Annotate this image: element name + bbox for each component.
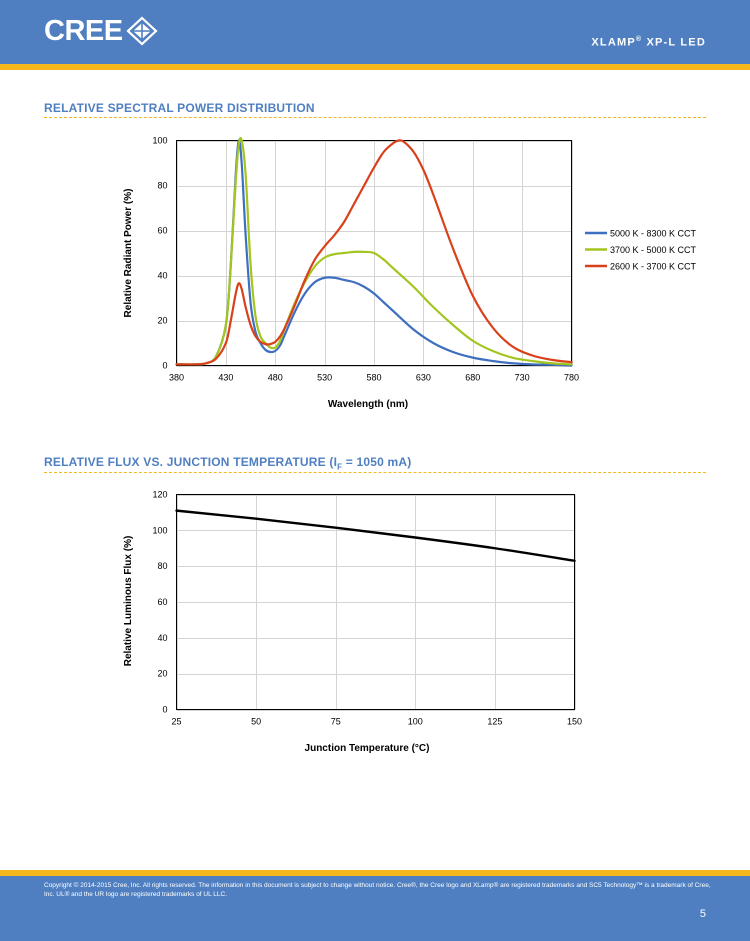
y-tick-label: 0: [162, 705, 167, 715]
x-tick-label: 25: [171, 717, 181, 727]
spectral-power-chart: 380 430 480 530 580 630 680 730 780020406080100 …: [123, 136, 697, 411]
plot-frame: [176, 494, 575, 710]
x-tick-label: 730: [515, 373, 530, 383]
y-tick-label: 120: [152, 490, 167, 500]
y-axis-title: Relative Luminous Flux (%): [123, 536, 134, 667]
plot-frame: [176, 140, 572, 366]
page-footer: Copyright © 2014-2015 Cree, Inc. All rig…: [0, 876, 750, 941]
x-tick-label: 630: [416, 373, 431, 383]
copyright-notice: Copyright © 2014-2015 Cree, Inc. All rig…: [44, 882, 711, 898]
x-tick-label: 480: [268, 373, 283, 383]
y-tick-label: 40: [157, 271, 167, 281]
chart-series: [175, 509, 576, 562]
x-tick-label: 125: [487, 717, 502, 727]
x-tick-label: 75: [331, 717, 341, 727]
y-tick-label: 40: [157, 633, 167, 643]
x-tick-label: 530: [317, 373, 332, 383]
y-tick-label: 80: [157, 561, 167, 571]
y-tick-label: 80: [157, 181, 167, 191]
y-axis-title: Relative Radiant Power (%): [123, 189, 134, 318]
x-tick-label: 100: [408, 717, 423, 727]
cree-diamond-icon: [125, 16, 158, 46]
y-tick-label: 20: [157, 669, 167, 679]
x-tick-label: 150: [567, 717, 582, 727]
page-number: 5: [699, 908, 706, 920]
legend-label-1: 5000 K - 8300 K CCT: [610, 229, 697, 239]
x-tick-label: 50: [251, 717, 261, 727]
y-tick-label: 100: [152, 525, 167, 535]
flux-temperature-chart: 25 50 75 100 125 150 0 20 40 60 80 100 120 Junction …: [123, 490, 582, 755]
product-title: XLAMP® XP-L LED: [591, 36, 706, 49]
x-axis-title: Wavelength (nm): [328, 399, 408, 410]
y-tick-label: 60: [157, 226, 167, 236]
x-tick-label: 430: [218, 373, 233, 383]
chart-legend: 5000 K - 8300 K CCT 3700 K - 5000 K CCT 26…: [585, 229, 697, 272]
x-tick-label: 680: [465, 373, 480, 383]
legend-label-2: 3700 K - 5000 K CCT: [610, 245, 697, 255]
section-title-spectral: RELATIVE SPECTRAL POWER DISTRIBUTION: [44, 101, 315, 115]
legend-label-3: 2600 K - 3700 K CCT: [610, 262, 697, 272]
section-divider: [44, 472, 706, 473]
y-tick-label: 0: [162, 361, 167, 371]
series-line-3: [175, 139, 573, 366]
x-tick-label: 380: [169, 373, 184, 383]
section-title-flux: RELATIVE FLUX VS. JUNCTION TEMPERATURE (…: [44, 455, 412, 472]
header-accent-rule: [0, 64, 750, 70]
y-tick-label: 100: [152, 136, 167, 146]
footer-accent-rule: [0, 870, 750, 876]
tick-labels: 25 50 75 100 125 150 0 20 40 60 80 100 120: [152, 490, 582, 727]
y-tick-label: 20: [157, 316, 167, 326]
tick-labels: 380 430 480 530 580 630 680 730 780 0 20 40 60 80 100: [152, 136, 579, 383]
chart-grid: [176, 494, 576, 711]
cree-logo: CREE: [44, 15, 158, 47]
x-tick-label: 580: [366, 373, 381, 383]
x-axis-title: Junction Temperature (°C): [305, 743, 430, 754]
series-line-1: [175, 509, 576, 562]
y-tick-label: 60: [157, 597, 167, 607]
page-header: CREE XLAMP® XP-L LED: [0, 0, 750, 64]
section-divider: [44, 117, 706, 118]
chart-series: [175, 136, 573, 367]
chart-grid: [176, 140, 573, 367]
x-tick-label: 780: [564, 373, 579, 383]
logo-text: CREE: [44, 15, 123, 47]
